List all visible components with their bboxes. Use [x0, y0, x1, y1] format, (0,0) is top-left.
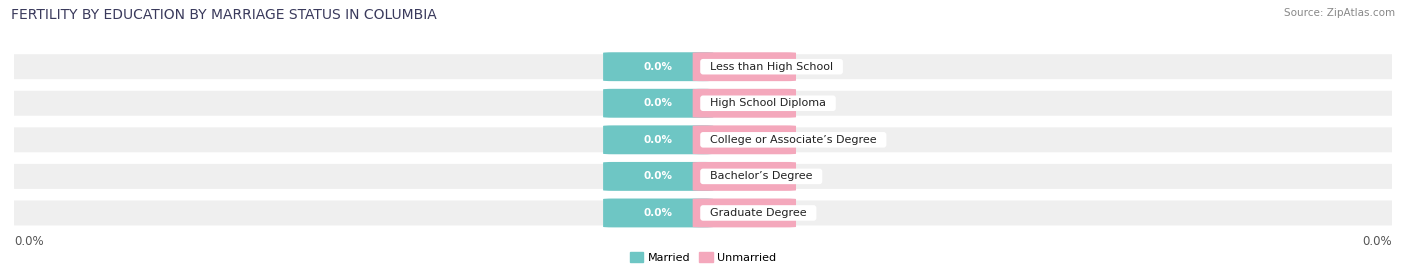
Text: 0.0%: 0.0%	[14, 235, 44, 248]
Text: 0.0%: 0.0%	[644, 98, 672, 108]
FancyBboxPatch shape	[603, 125, 713, 154]
Text: 0.0%: 0.0%	[730, 98, 759, 108]
FancyBboxPatch shape	[693, 125, 796, 154]
FancyBboxPatch shape	[603, 199, 713, 227]
FancyBboxPatch shape	[7, 90, 1399, 117]
Text: Graduate Degree: Graduate Degree	[703, 208, 814, 218]
Text: Bachelor’s Degree: Bachelor’s Degree	[703, 171, 820, 181]
FancyBboxPatch shape	[603, 52, 713, 81]
FancyBboxPatch shape	[7, 199, 1399, 226]
FancyBboxPatch shape	[693, 199, 796, 227]
Text: High School Diploma: High School Diploma	[703, 98, 832, 108]
Text: 0.0%: 0.0%	[730, 62, 759, 72]
Text: Source: ZipAtlas.com: Source: ZipAtlas.com	[1284, 8, 1395, 18]
Text: FERTILITY BY EDUCATION BY MARRIAGE STATUS IN COLUMBIA: FERTILITY BY EDUCATION BY MARRIAGE STATU…	[11, 8, 437, 22]
FancyBboxPatch shape	[7, 163, 1399, 190]
Text: Less than High School: Less than High School	[703, 62, 841, 72]
Text: 0.0%: 0.0%	[644, 208, 672, 218]
FancyBboxPatch shape	[7, 126, 1399, 153]
Text: 0.0%: 0.0%	[644, 171, 672, 181]
Text: 0.0%: 0.0%	[730, 135, 759, 145]
FancyBboxPatch shape	[693, 52, 796, 81]
Legend: Married, Unmarried: Married, Unmarried	[627, 250, 779, 265]
Text: 0.0%: 0.0%	[1362, 235, 1392, 248]
FancyBboxPatch shape	[7, 53, 1399, 80]
Text: 0.0%: 0.0%	[730, 208, 759, 218]
Text: 0.0%: 0.0%	[644, 135, 672, 145]
FancyBboxPatch shape	[603, 89, 713, 118]
Text: 0.0%: 0.0%	[730, 171, 759, 181]
FancyBboxPatch shape	[603, 162, 713, 191]
Text: 0.0%: 0.0%	[644, 62, 672, 72]
FancyBboxPatch shape	[693, 162, 796, 191]
Text: College or Associate’s Degree: College or Associate’s Degree	[703, 135, 883, 145]
FancyBboxPatch shape	[693, 89, 796, 118]
